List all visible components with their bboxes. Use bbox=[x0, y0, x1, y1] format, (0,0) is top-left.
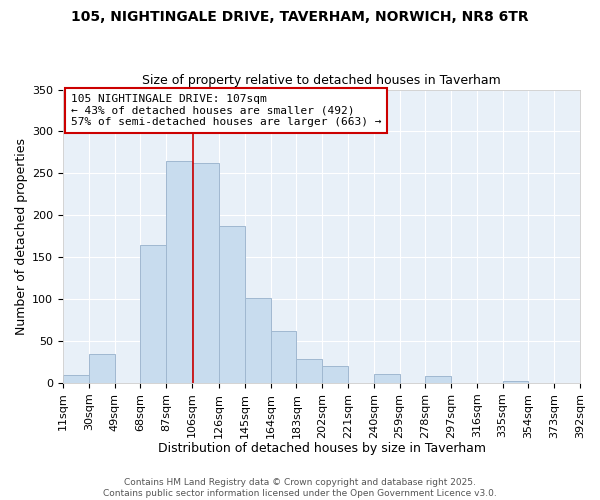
Bar bbox=[503, 382, 529, 383]
X-axis label: Distribution of detached houses by size in Taverham: Distribution of detached houses by size … bbox=[158, 442, 485, 455]
Bar bbox=[219, 226, 245, 383]
Text: 105 NIGHTINGALE DRIVE: 107sqm
← 43% of detached houses are smaller (492)
57% of : 105 NIGHTINGALE DRIVE: 107sqm ← 43% of d… bbox=[71, 94, 381, 127]
Bar bbox=[245, 298, 271, 383]
Bar bbox=[192, 164, 219, 383]
Bar bbox=[296, 358, 322, 383]
Bar bbox=[322, 366, 348, 383]
Bar bbox=[271, 331, 296, 383]
Bar bbox=[140, 244, 166, 383]
Text: Contains HM Land Registry data © Crown copyright and database right 2025.
Contai: Contains HM Land Registry data © Crown c… bbox=[103, 478, 497, 498]
Y-axis label: Number of detached properties: Number of detached properties bbox=[15, 138, 28, 335]
Bar bbox=[374, 374, 400, 383]
Bar bbox=[166, 161, 192, 383]
Bar bbox=[63, 376, 89, 383]
Bar bbox=[425, 376, 451, 383]
Bar bbox=[89, 354, 115, 383]
Title: Size of property relative to detached houses in Taverham: Size of property relative to detached ho… bbox=[142, 74, 501, 87]
Text: 105, NIGHTINGALE DRIVE, TAVERHAM, NORWICH, NR8 6TR: 105, NIGHTINGALE DRIVE, TAVERHAM, NORWIC… bbox=[71, 10, 529, 24]
